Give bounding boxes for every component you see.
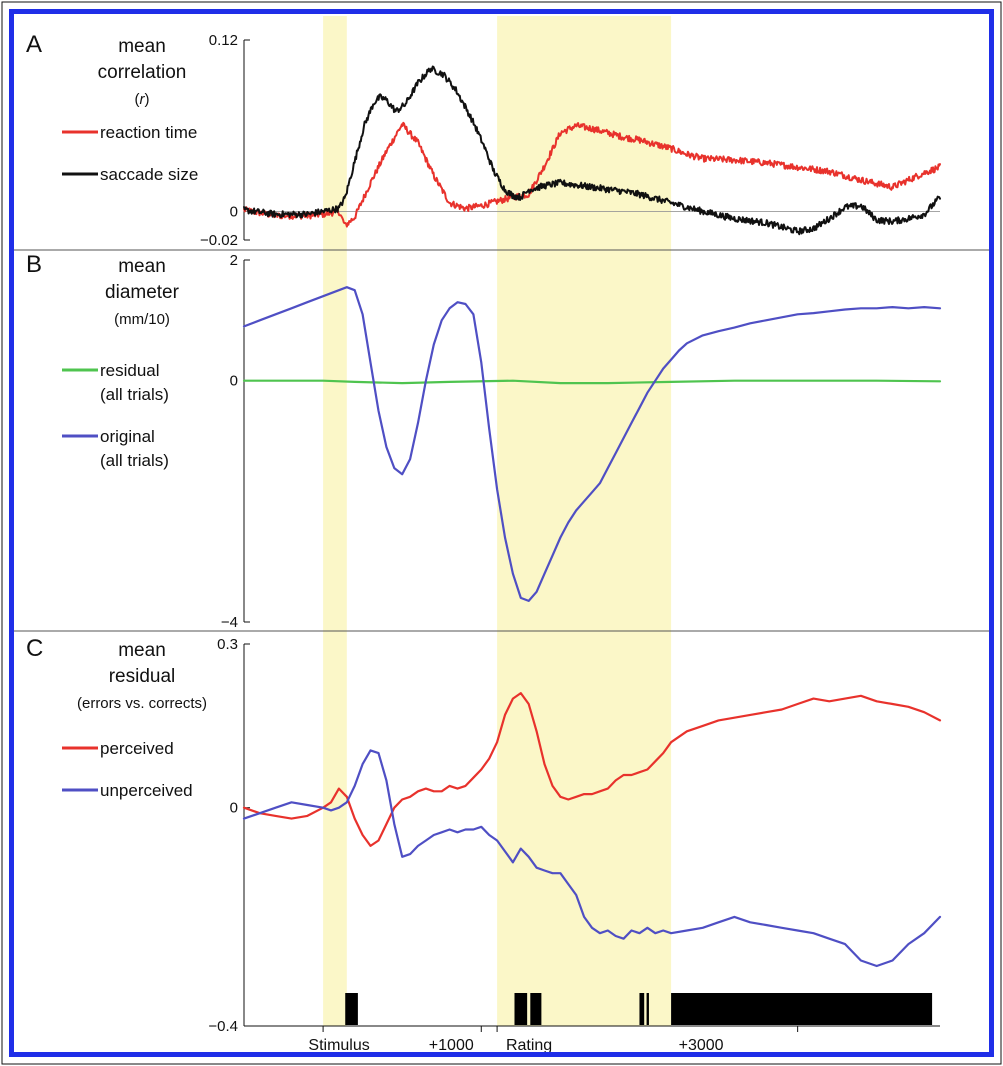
highlight-bands [323,16,672,1026]
series-line-perceived [242,692,942,847]
panel-letter-B: B [26,251,42,278]
legend-label-0: residual [100,361,160,380]
significance-bar-3 [639,993,645,1025]
x-axis: Stimulus +1000 Rating +3000 [244,1025,940,1054]
legend-label-0: perceived [100,739,174,758]
series-line-reaction-time [243,121,941,228]
y-label-line-0: mean [118,36,166,57]
y-label-line-2: (r) [135,91,150,108]
y-tick-label-2: −0.02 [200,232,238,249]
series-line-unperceived [242,749,942,968]
y-label-line-1: residual [109,666,176,687]
legend-sublabel-1: (all trials) [100,451,169,470]
panel-letter-C: C [26,635,43,662]
significance-bar-2 [530,993,542,1025]
significance-bar-0 [345,993,358,1025]
y-tick-label-2: −0.4 [208,1018,238,1035]
series-line-original [242,286,942,602]
legend-label-0: reaction time [100,123,197,142]
blue-border [9,9,994,1057]
y-tick-label-0: 0.12 [209,32,238,49]
significance-bar-5 [671,993,933,1025]
series-line-residual [242,379,942,385]
legend-label-1: unperceived [100,781,193,800]
y-tick-label-0: 0.3 [217,636,238,653]
y-tick-label-2: −4 [221,614,238,631]
significance-bars [345,993,933,1025]
highlight-band-1 [497,16,672,1026]
y-label-line-0: mean [118,256,166,277]
y-label-line-2: (errors vs. corrects) [77,695,207,712]
y-tick-label-1: 0 [230,373,238,390]
panel-letter-A: A [26,31,42,58]
y-tick-label-1: 0 [230,800,238,817]
series-line-saccade-size [243,65,941,236]
x-tick-label-0: Stimulus [308,1037,369,1054]
x-tick-label-2: Rating [506,1037,552,1054]
legend-label-1: original [100,427,155,446]
y-tick-label-0: 2 [230,252,238,269]
y-tick-label-1: 0 [230,203,238,220]
highlight-band-0 [323,16,347,1026]
y-label-line-1: correlation [98,62,187,83]
y-label-line-0: mean [118,640,166,661]
legend-sublabel-0: (all trials) [100,385,169,404]
significance-bar-1 [514,993,528,1025]
legend-label-1: saccade size [100,165,198,184]
y-label-line-1: diameter [105,282,180,303]
x-tick-label-3: +3000 [679,1037,724,1054]
x-tick-label-1: +1000 [429,1037,474,1054]
significance-bar-4 [646,993,649,1025]
panel-dividers [14,249,989,632]
y-label-line-2: (mm/10) [114,311,170,328]
